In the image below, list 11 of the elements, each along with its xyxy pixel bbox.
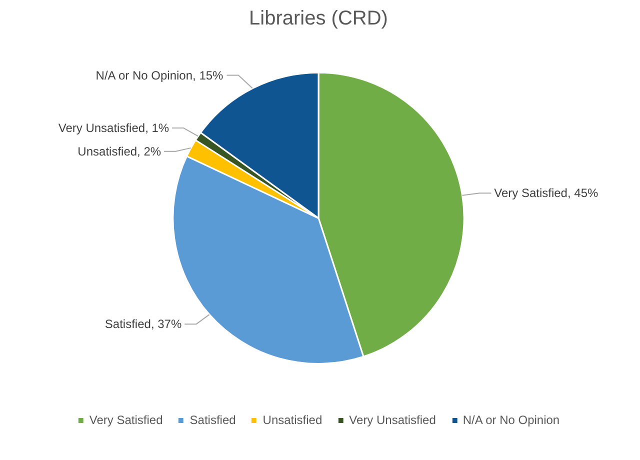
chart-title: Libraries (CRD) [249,8,388,30]
data-label: Satisfied, 37% [104,317,182,332]
data-label: Unsatisfied, 2% [78,144,162,158]
legend-label: Very Unsatisfied [349,413,436,427]
legend-label: Very Satisfied [89,413,163,427]
legend-label: N/A or No Opinion [462,413,560,427]
legend-label: Unsatisfied [262,413,322,427]
legend-label: Satisfied [190,413,236,427]
data-label: N/A or No Opinion, 15% [96,68,224,82]
data-label: Very Satisfied, 45% [494,186,598,200]
data-label: Very Unsatisfied, 1% [58,121,170,136]
